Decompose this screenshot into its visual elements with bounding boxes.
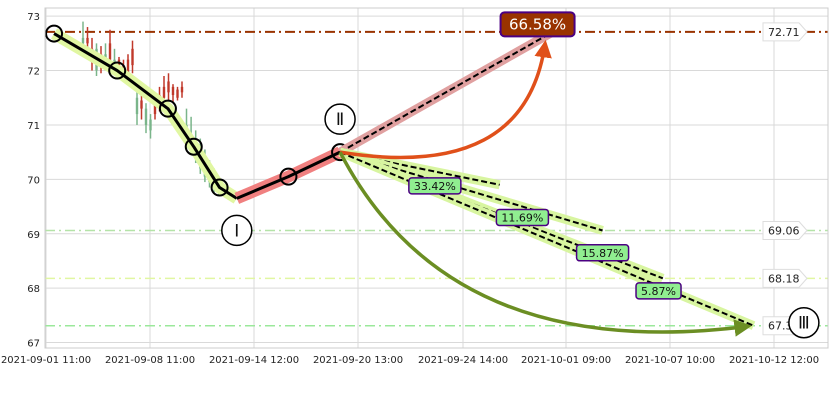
target-label-box: [408, 177, 462, 195]
candle-body: [162, 86, 166, 98]
y-tick-label: 69: [27, 230, 40, 241]
candle-body: [180, 86, 184, 93]
candle-body: [135, 97, 139, 115]
target-label-box: [499, 11, 576, 38]
subwave-marker: [210, 178, 229, 197]
x-tick-label: 2021-10-07 10:00: [625, 355, 715, 366]
wave-label-circle: [788, 306, 820, 339]
target-label-box: [575, 244, 630, 262]
price-level-flag: [762, 220, 808, 240]
wave-1-line: [53, 32, 238, 200]
candle-body: [86, 37, 89, 44]
red-curved-arrow: [339, 39, 552, 160]
y-tick-label: 73: [27, 12, 40, 23]
target-label-text: 11.69%: [501, 211, 543, 224]
candle-body: [126, 59, 130, 74]
target-label-box: [635, 282, 682, 300]
subwave-marker: [45, 24, 64, 43]
candle-body: [81, 37, 85, 44]
candle-body: [167, 81, 170, 93]
price-level-label: 68.18: [768, 272, 800, 285]
x-tick-label: 2021-10-01 09:00: [521, 355, 611, 366]
y-tick-label: 70: [27, 175, 40, 186]
wave-2-line: [236, 150, 341, 200]
target-label-text: 15.87%: [582, 247, 624, 260]
subwave-marker: [184, 137, 203, 156]
y-tick-label: 67: [27, 339, 40, 350]
candle-body: [131, 48, 134, 66]
x-tick-label: 2021-09-14 12:00: [209, 355, 299, 366]
price-level-flag: [762, 22, 808, 42]
candle-body: [153, 103, 157, 115]
y-tick-label: 71: [27, 121, 40, 132]
candle-body: [149, 119, 152, 131]
candle-body: [144, 108, 148, 125]
target-label-text: 33.42%: [414, 180, 456, 193]
candlesticks: [81, 21, 220, 196]
candle-body: [108, 43, 112, 60]
target-label-text: 5.87%: [641, 285, 676, 298]
price-level-label: 72.71: [768, 26, 800, 39]
wave-label-circle: [324, 103, 356, 135]
wave-label-text: Ⅱ: [336, 110, 344, 130]
x-tick-label: 2021-09-24 14:00: [418, 355, 508, 366]
price-level-flag: [762, 268, 808, 288]
candle-body: [176, 89, 179, 98]
candle-body: [140, 100, 143, 109]
axes: 67 68 69 70 71 72 73 2021-09-01 11:00 2021-09-08…: [1, 7, 829, 366]
plot-frame: [44, 7, 829, 349]
green-curved-arrow: [338, 151, 752, 337]
candle-body: [171, 86, 175, 96]
subwave-marker: [108, 61, 127, 80]
wave-label-circle: [221, 214, 253, 247]
x-tick-label: 2021-09-08 11:00: [105, 355, 195, 366]
wave-label-text: Ⅲ: [798, 314, 810, 334]
subwave-marker: [158, 99, 177, 118]
target-label-box: [495, 208, 550, 227]
x-tick-label: 2021-09-01 11:00: [1, 355, 91, 366]
target-line: [339, 31, 554, 154]
y-tick-label: 68: [27, 284, 40, 295]
wave-label-text: Ⅰ: [234, 221, 239, 241]
target-projections: [337, 28, 756, 337]
price-level-label: 69.06: [768, 224, 800, 237]
y-tick-label: 72: [27, 67, 40, 78]
wave-lines: [45, 24, 350, 204]
grid-lines: [45, 8, 828, 348]
subwave-marker: [279, 167, 298, 186]
x-tick-label: 2021-09-20 13:00: [313, 355, 403, 366]
target-label-text: 66.58%: [509, 15, 566, 33]
chart-labels: 66.58% 33.42% 11.69% 15.87% 5.87% Ⅰ Ⅱ Ⅲ: [221, 11, 820, 339]
x-tick-label: 2021-10-12 12:00: [729, 355, 819, 366]
